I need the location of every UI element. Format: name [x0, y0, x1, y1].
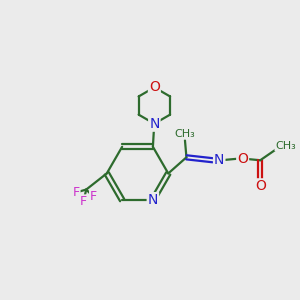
Text: N: N	[148, 193, 158, 207]
Text: CH₃: CH₃	[175, 129, 195, 139]
Text: O: O	[255, 179, 266, 193]
Text: CH₃: CH₃	[275, 141, 296, 151]
Text: F: F	[72, 186, 80, 199]
Text: F: F	[80, 195, 87, 208]
Text: O: O	[149, 80, 160, 94]
Text: N: N	[149, 117, 160, 131]
Text: F: F	[90, 190, 97, 203]
Text: O: O	[237, 152, 248, 166]
Text: N: N	[214, 153, 224, 167]
